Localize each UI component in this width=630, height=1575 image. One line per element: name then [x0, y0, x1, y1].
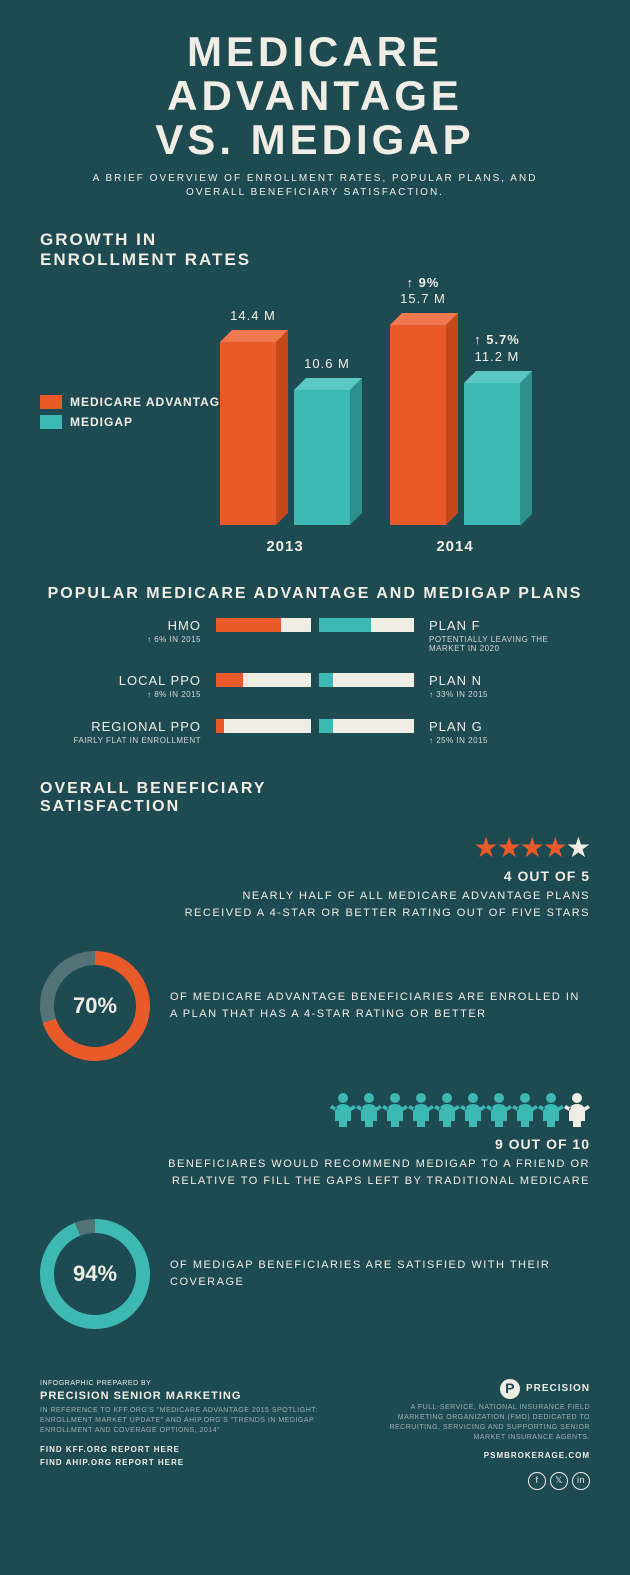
plan-name-right: PLAN G: [429, 719, 570, 734]
plan-sub-left: ↑ 6% IN 2015: [60, 635, 201, 644]
stars-rating: ★★★★★: [40, 831, 590, 864]
chart-bar: [294, 378, 362, 525]
people-icons: [40, 1091, 590, 1132]
plan-bar-right: [319, 618, 414, 632]
growth-title: GROWTH IN ENROLLMENT RATES: [40, 230, 300, 270]
brand-name: PRECISION: [526, 1382, 590, 1396]
year-label: 2013: [220, 538, 350, 555]
footer-link-kff[interactable]: FIND KFF.ORG REPORT HERE: [40, 1444, 343, 1455]
chart-legend: MEDICARE ADVANTAGE MEDIGAP: [40, 395, 229, 435]
bar-caption: ↑ 5.7%11.2 M: [459, 332, 535, 366]
plan-sub-left: FAIRLY FLAT IN ENROLLMENT: [60, 736, 201, 745]
chart-bar: [390, 313, 458, 525]
star-icon: ★: [566, 831, 591, 864]
satisfaction-section: OVERALL BENEFICIARY SATISFACTION ★★★★★ 4…: [40, 780, 590, 1329]
plan-bar-left: [216, 673, 311, 687]
enrollment-bar-chart: MEDICARE ADVANTAGEMEDIGAP 14.4 M 10.6 M …: [40, 285, 590, 555]
linkedin-icon[interactable]: in: [572, 1472, 590, 1490]
donut-row-2: 94% OF MEDIGAP BENEFICIARIES ARE SATISFI…: [40, 1219, 590, 1329]
donut-70-label: 70%: [54, 965, 136, 1047]
footer-company: PRECISION SENIOR MARKETING: [40, 1389, 343, 1404]
bar-caption: ↑ 9%15.7 M: [385, 275, 461, 309]
footer-prep: INFOGRAPHIC PREPARED BY: [40, 1379, 343, 1389]
plan-sub-right: ↑ 25% IN 2015: [429, 736, 570, 745]
plan-name-right: PLAN F: [429, 618, 570, 633]
stars-head: 4 OUT OF 5: [40, 868, 590, 884]
donut-70-text: OF MEDICARE ADVANTAGE BENEFICIARIES ARE …: [170, 989, 590, 1024]
plan-name-left: HMO: [60, 618, 201, 633]
facebook-icon[interactable]: f: [528, 1472, 546, 1490]
plan-name-right: PLAN N: [429, 673, 570, 688]
chart-bar: [464, 371, 532, 526]
donut-94: 94%: [40, 1219, 150, 1329]
donut-70: 70%: [40, 951, 150, 1061]
footer-url[interactable]: PSMBROKERAGE.COM: [370, 1450, 590, 1461]
subtitle: A BRIEF OVERVIEW OF ENROLLMENT RATES, PO…: [40, 172, 590, 200]
donut-row-1: 70% OF MEDICARE ADVANTAGE BENEFICIARIES …: [40, 951, 590, 1061]
plan-row: LOCAL PPO ↑ 8% IN 2015 PLAN N ↑ 33% IN 2…: [60, 673, 570, 699]
twitter-icon[interactable]: 𝕏: [550, 1472, 568, 1490]
plan-bar-right: [319, 673, 414, 687]
donut-94-label: 94%: [54, 1233, 136, 1315]
people-text: BENEFICIARES WOULD RECOMMEND MEDIGAP TO …: [40, 1156, 590, 1189]
people-head: 9 OUT OF 10: [40, 1136, 590, 1152]
footer-desc: A FULL-SERVICE, NATIONAL INSURANCE FIELD…: [370, 1403, 590, 1442]
plan-name-left: LOCAL PPO: [60, 673, 201, 688]
plan-sub-right: POTENTIALLY LEAVING THE MARKET IN 2020: [429, 635, 570, 653]
plan-row: HMO ↑ 6% IN 2015 PLAN F POTENTIALLY LEAV…: [60, 618, 570, 653]
plan-bar-left: [216, 719, 311, 733]
plan-sub-right: ↑ 33% IN 2015: [429, 690, 570, 699]
footer-refs: IN REFERENCE TO KFF.ORG'S "MEDICARE ADVA…: [40, 1406, 343, 1435]
plan-bar-left: [216, 618, 311, 632]
growth-section: GROWTH IN ENROLLMENT RATES MEDICARE ADVA…: [40, 230, 590, 555]
bar-caption: 10.6 M: [289, 356, 365, 373]
satisfaction-title: OVERALL BENEFICIARY SATISFACTION: [40, 780, 300, 816]
star-icon: ★: [473, 831, 498, 864]
person-icon: [562, 1091, 592, 1132]
star-icon: ★: [543, 831, 568, 864]
footer-link-ahip[interactable]: FIND AHIP.ORG REPORT HERE: [40, 1457, 343, 1468]
brand-logo: P PRECISION: [370, 1379, 590, 1399]
donut-94-text: OF MEDIGAP BENEFICIARIES ARE SATISFIED W…: [170, 1257, 590, 1292]
legend-item: MEDICARE ADVANTAGE: [40, 395, 229, 409]
footer: INFOGRAPHIC PREPARED BY PRECISION SENIOR…: [0, 1359, 630, 1509]
year-label: 2014: [390, 538, 520, 555]
plan-row: REGIONAL PPO FAIRLY FLAT IN ENROLLMENT P…: [60, 719, 570, 745]
plan-sub-left: ↑ 8% IN 2015: [60, 690, 201, 699]
plans-section: POPULAR MEDICARE ADVANTAGE AND MEDIGAP P…: [40, 585, 590, 745]
chart-bar: [220, 330, 288, 525]
bar-caption: 14.4 M: [215, 308, 291, 325]
plans-title: POPULAR MEDICARE ADVANTAGE AND MEDIGAP P…: [40, 585, 590, 603]
plan-name-left: REGIONAL PPO: [60, 719, 201, 734]
star-icon: ★: [520, 831, 545, 864]
plan-bar-right: [319, 719, 414, 733]
brand-circle-icon: P: [500, 1379, 520, 1399]
main-title: MEDICARE ADVANTAGE VS. MEDIGAP: [40, 30, 590, 162]
stars-text: NEARLY HALF OF ALL MEDICARE ADVANTAGE PL…: [40, 888, 590, 921]
legend-item: MEDIGAP: [40, 415, 229, 429]
star-icon: ★: [497, 831, 522, 864]
